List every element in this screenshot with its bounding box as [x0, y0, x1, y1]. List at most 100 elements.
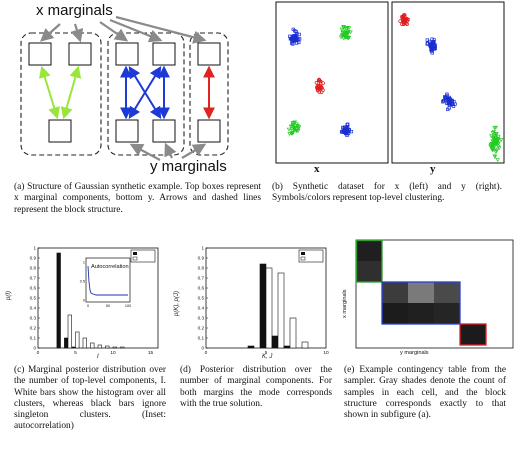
figure-e-contingency-table: [355, 239, 514, 349]
scatter-point: [489, 142, 495, 147]
x-marginals-label: x marginals: [36, 2, 113, 19]
pointer-arrow: [129, 143, 161, 161]
x-component-box: [197, 42, 221, 66]
scatter-point: [444, 96, 448, 101]
scatter-point: [406, 17, 410, 22]
bar-white: [265, 267, 273, 349]
panel-y-label: y: [430, 163, 436, 175]
figure-c-chart: 00.10.20.30.40.50.60.70.80.91 0 5 10 15 0 50…: [30, 246, 159, 356]
y-tick-label: 1: [201, 246, 204, 251]
y-tick-label: 0: [33, 346, 36, 351]
green-arrow: [39, 65, 60, 120]
y-component-box: [152, 119, 176, 143]
scatter-point: [447, 106, 451, 110]
y-component-box: [197, 119, 221, 143]
y-tick-label: 0.5: [198, 296, 205, 301]
scatter-point: [495, 138, 501, 143]
scatter-point: [289, 131, 294, 136]
x-component-box: [28, 42, 52, 66]
cell: [382, 282, 408, 303]
scatter-point: [430, 51, 434, 55]
cell: [434, 282, 460, 303]
caption-d: (d) Posterior distribution over the numb…: [180, 365, 332, 409]
scatter-point: [315, 85, 319, 90]
bar-black: [71, 346, 76, 349]
figure-b-scatter: [275, 1, 505, 164]
scatter-point: [492, 155, 498, 160]
inset-y-tick-label: 0: [83, 298, 85, 302]
scatter-point: [290, 34, 294, 39]
block-outline-green: [355, 239, 383, 283]
inset-x-tick-label: 50: [106, 304, 110, 308]
scatter-point: [344, 132, 348, 136]
bar-white: [277, 272, 285, 349]
block-group-3: [189, 32, 229, 156]
cell: [382, 303, 408, 324]
y-tick-label: 0.5: [30, 296, 37, 301]
inset-x-tick-label: 100: [125, 304, 131, 308]
scatter-point: [345, 122, 349, 127]
pointer-arrow: [115, 15, 207, 44]
y-tick-label: 0.7: [198, 276, 205, 281]
scatter-panel-y: [391, 1, 505, 164]
bar-black: [56, 252, 61, 349]
y-tick-label: 0.9: [30, 256, 37, 261]
caption-a: (a) Structure of Gaussian synthetic exam…: [14, 182, 261, 215]
scatter-point: [498, 138, 504, 143]
scatter-point: [493, 142, 498, 147]
scatter-point: [342, 35, 348, 39]
scatter-point: [340, 34, 345, 39]
bar-white: [97, 344, 102, 349]
bar-black: [283, 345, 291, 349]
x-tick-label: 10: [110, 350, 116, 356]
y-tick-label: 0.1: [30, 336, 37, 341]
scatter-point: [340, 31, 346, 35]
x-tick-label: 5: [74, 350, 77, 356]
block-outline-blue: [381, 281, 461, 325]
scatter-point: [290, 124, 295, 129]
legend-swatch-black: [133, 252, 137, 255]
bar-white: [75, 331, 80, 349]
block-outline-red: [459, 323, 487, 346]
bar-black: [259, 263, 267, 349]
scatter-point: [295, 37, 299, 41]
scatter-point: [494, 132, 499, 136]
cell: [434, 303, 460, 324]
scatter-point: [493, 147, 498, 152]
bar-white: [105, 345, 110, 349]
pointer-arrow: [99, 21, 129, 42]
legend-swatch-white: [132, 256, 138, 261]
d-ylabel: p(K), p(J): [174, 290, 180, 316]
scatter-point: [292, 120, 298, 125]
scatter-point: [430, 41, 435, 45]
scatter-point: [402, 13, 407, 17]
scatter-point: [425, 38, 429, 42]
scatter-point: [349, 129, 354, 134]
pointer-arrow: [109, 18, 163, 43]
x-component-box: [115, 42, 139, 66]
x-tick-label: 10: [323, 350, 329, 356]
caption-c: (c) Marginal posterior distribution over…: [14, 365, 166, 432]
scatter-point: [450, 99, 454, 103]
caption-e: (e) Example contingency table from the s…: [344, 365, 506, 421]
scatter-point: [493, 125, 498, 130]
scatter-point: [346, 35, 352, 40]
y-tick-label: 0.9: [198, 256, 205, 261]
y-tick-label: 0.8: [198, 266, 205, 271]
e-xlabel: y marginals: [400, 350, 429, 356]
scatter-point: [294, 122, 299, 127]
scatter-point: [441, 100, 445, 104]
scatter-point: [289, 129, 295, 133]
scatter-point: [490, 139, 496, 144]
y-tick-label: 1: [33, 246, 36, 251]
bar-black: [64, 337, 69, 349]
caption-b: (b) Synthetic dataset for x (left) and y…: [272, 182, 502, 204]
scatter-point: [290, 123, 296, 128]
scatter-point: [319, 85, 324, 89]
y-tick-label: 0.6: [198, 286, 205, 291]
scatter-point: [492, 134, 497, 139]
scatter-point: [451, 104, 456, 108]
scatter-point: [345, 26, 350, 30]
y-tick-label: 0.4: [198, 306, 205, 311]
scatter-point: [496, 134, 501, 139]
